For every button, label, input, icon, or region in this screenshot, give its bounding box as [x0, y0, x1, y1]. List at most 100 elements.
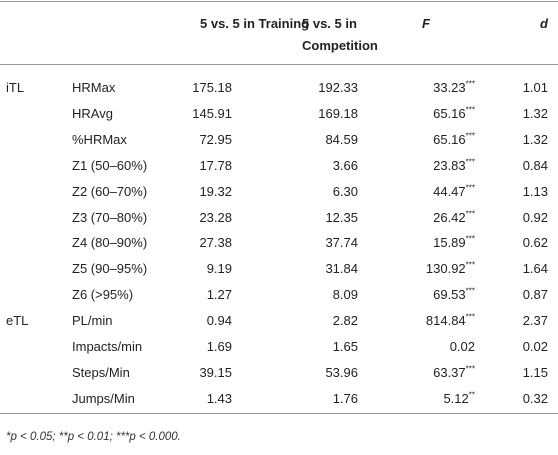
training-value: 72.95: [199, 131, 232, 147]
significance: ***: [465, 286, 475, 296]
training-value: 17.78: [199, 157, 232, 173]
significance: ***: [465, 235, 475, 245]
effect-size: 2.37: [522, 313, 548, 329]
f-value: 33.23: [433, 80, 466, 95]
variable-name: Z4 (80–90%): [72, 235, 148, 251]
f-cell: 814.84***: [426, 313, 475, 329]
training-value: 1.43: [206, 390, 232, 406]
effect-size: 0.84: [522, 157, 548, 173]
f-cell: 130.92***: [426, 261, 475, 277]
f-cell: 69.53***: [433, 287, 475, 303]
f-value: 15.89: [433, 235, 466, 251]
significance: ***: [465, 105, 475, 115]
training-value: 9.19: [206, 261, 232, 277]
variable-name: HRMax: [72, 80, 116, 95]
variable-name: Steps/Min: [72, 364, 130, 380]
f-value: 23.83: [433, 157, 466, 173]
training-value: 1.69: [206, 339, 232, 354]
significance: ***: [465, 157, 475, 167]
significance: **: [468, 390, 475, 400]
training-value: 23.28: [199, 209, 232, 225]
variable-name: PL/min: [72, 313, 113, 329]
effect-size: 0.32: [522, 390, 548, 406]
significance: ***: [465, 183, 475, 193]
variable-name: Jumps/Min: [72, 390, 135, 406]
f-cell: 23.83***: [433, 158, 475, 174]
competition-value: 1.65: [332, 339, 358, 354]
training-value: 27.38: [199, 235, 232, 251]
training-value: 145.91: [192, 105, 232, 121]
competition-value: 37.74: [325, 235, 358, 251]
header-rule: [0, 64, 558, 65]
variable-name: Z5 (90–95%): [72, 261, 148, 277]
training-value: 1.27: [206, 287, 232, 303]
effect-size: 0.87: [522, 287, 548, 303]
competition-value: 169.18: [318, 105, 358, 121]
variable-name: HRAvg: [72, 105, 113, 121]
competition-value: 53.96: [325, 364, 358, 380]
variable-name: Impacts/min: [72, 339, 143, 354]
column-header: F: [422, 16, 430, 31]
column-header: 5 vs. 5 in Competition: [302, 16, 378, 53]
column-header: d: [540, 16, 548, 31]
f-cell: 65.16***: [433, 106, 475, 122]
f-value: 65.16: [433, 131, 466, 147]
f-cell: 33.23***: [433, 80, 475, 96]
f-value: 5.12: [443, 390, 469, 406]
f-cell: 5.12**: [443, 391, 475, 407]
f-cell: 65.16***: [433, 132, 475, 148]
competition-value: 192.33: [318, 80, 358, 95]
competition-value: 1.76: [332, 390, 358, 406]
training-value: 19.32: [199, 183, 232, 199]
f-value: 26.42: [433, 209, 466, 225]
effect-size: 0.02: [522, 339, 548, 354]
f-value: 63.37: [433, 364, 466, 380]
f-cell: 15.89***: [433, 235, 475, 251]
effect-size: 0.92: [522, 209, 548, 225]
group-label: iTL: [6, 80, 25, 95]
f-value: 69.53: [433, 287, 466, 303]
variable-name: Z2 (60–70%): [72, 183, 148, 199]
f-cell: 0.02: [450, 339, 475, 355]
competition-value: 6.30: [332, 183, 358, 199]
footnote: *p < 0.05; **p < 0.01; ***p < 0.000.: [6, 431, 181, 443]
f-cell: 44.47***: [433, 184, 475, 200]
top-rule: [0, 1, 558, 2]
column-header: 5 vs. 5 in Training: [200, 16, 310, 31]
significance: ***: [465, 364, 475, 374]
competition-value: 8.09: [332, 287, 358, 303]
effect-size: 1.01: [522, 80, 548, 95]
variable-name: Z3 (70–80%): [72, 209, 148, 225]
significance: ***: [465, 260, 475, 270]
group-label: eTL: [6, 313, 29, 329]
effect-size: 0.62: [522, 235, 548, 251]
training-value: 0.94: [206, 313, 232, 329]
f-value: 44.47: [433, 183, 466, 199]
training-value: 39.15: [199, 364, 232, 380]
significance: ***: [465, 79, 475, 89]
effect-size: 1.32: [522, 131, 548, 147]
effect-size: 1.15: [522, 364, 548, 380]
bottom-rule: [0, 413, 558, 414]
significance: ***: [465, 131, 475, 141]
f-value: 0.02: [449, 339, 475, 354]
competition-value: 3.66: [332, 157, 358, 173]
significance: ***: [465, 209, 475, 219]
effect-size: 1.64: [522, 261, 548, 277]
f-value: 814.84: [425, 313, 466, 329]
competition-value: 31.84: [325, 261, 358, 277]
effect-size: 1.32: [522, 105, 548, 121]
variable-name: Z1 (50–60%): [72, 157, 148, 173]
f-value: 130.92: [425, 261, 466, 277]
variable-name: %HRMax: [72, 131, 127, 147]
variable-name: Z6 (>95%): [72, 287, 134, 303]
competition-value: 2.82: [332, 313, 358, 329]
competition-value: 84.59: [325, 131, 358, 147]
competition-value: 12.35: [325, 209, 358, 225]
f-value: 65.16: [433, 105, 466, 121]
f-cell: 63.37***: [433, 365, 475, 381]
effect-size: 1.13: [522, 183, 548, 199]
training-value: 175.18: [192, 80, 232, 95]
f-cell: 26.42***: [433, 210, 475, 226]
